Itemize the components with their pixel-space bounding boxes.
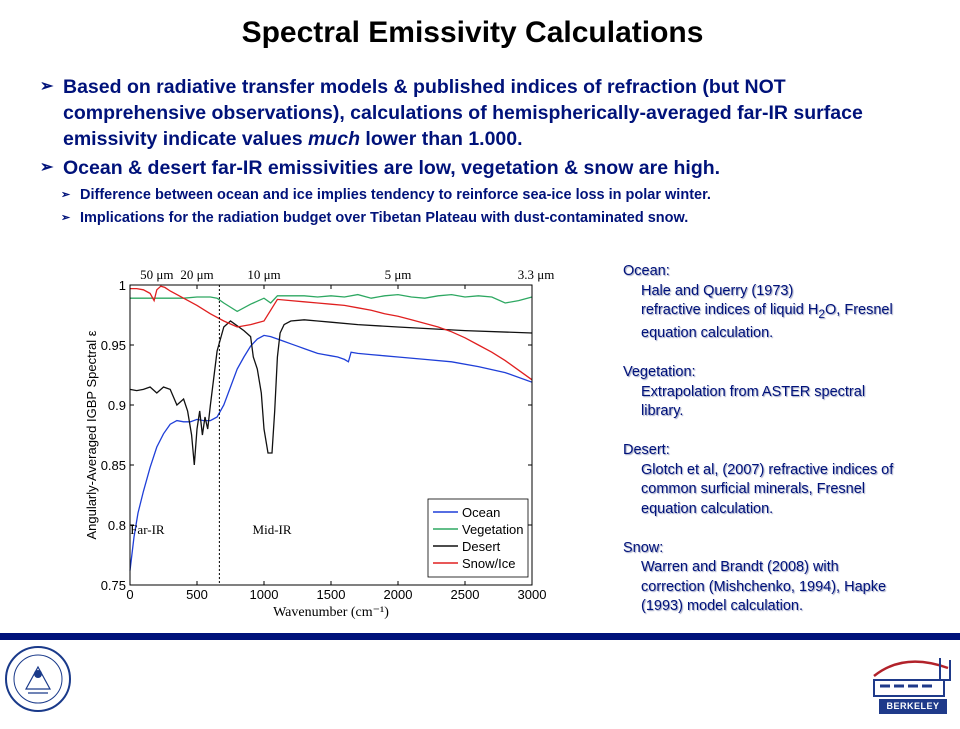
berkeley-lab-logo (873, 658, 951, 697)
ref-snow-line2: correction (Mishchenko, 1994), Hapke (641, 578, 887, 595)
top-axis-label: 3.3 μm (518, 267, 555, 282)
x-tick-label: 1000 (250, 587, 279, 602)
ref-desert-line3: equation calculation. (641, 500, 774, 517)
region-label: Far-IR (130, 522, 165, 537)
top-axis-label: 5 μm (385, 267, 412, 282)
legend-label: Desert (462, 539, 501, 554)
x-tick-label: 1500 (317, 587, 346, 602)
bullet-1: ➢ Based on radiative transfer models & p… (40, 74, 930, 152)
x-tick-label: 0 (126, 587, 133, 602)
ref-ocean-heading: Ocean: (623, 263, 670, 279)
sub-bullet-1: ➢ Difference between ocean and ice impli… (40, 184, 930, 207)
ref-ocean-line2: refractive indices of liquid H2O, Fresne… (623, 301, 953, 324)
y-tick-label: 0.95 (101, 338, 126, 353)
ref-ocean-line2-sub: 2 (818, 306, 826, 321)
ref-ocean-line3: equation calculation. (641, 325, 774, 342)
ref-snow-line3: (1993) model calculation. (641, 598, 804, 615)
x-tick-label: 500 (186, 587, 208, 602)
ref-ocean-line2-pre: refractive indices of liquid H (641, 302, 819, 318)
bullet-arrow-icon: ➢ (40, 78, 54, 95)
sub-bullet-arrow-icon: ➢ (61, 212, 71, 224)
ref-snow-heading: Snow: (623, 539, 664, 556)
y-tick-label: 0.9 (108, 398, 126, 413)
series-line-desert (129, 319, 533, 466)
ref-ocean: Ocean: Hale and Querry (1973) refractive… (623, 262, 953, 344)
legend-label: Snow/Ice (462, 556, 515, 571)
y-tick-label: 1 (119, 278, 126, 293)
ref-snow: Snow: Warren and Brandt (2008) with corr… (623, 539, 953, 617)
ref-vegetation-line2: library. (641, 403, 684, 420)
ref-desert: Desert: Glotch et al, (2007) refractive … (623, 441, 953, 519)
bullet-1-text-b: lower than 1.000. (359, 128, 523, 150)
slide-title: Spectral Emissivity Calculations (241, 16, 704, 49)
series-line-snow-ice (130, 285, 533, 381)
x-tick-label: 2000 (384, 587, 413, 602)
bullet-1-text-a: Based on radiative transfer models & pub… (63, 76, 863, 150)
top-axis-label: 20 μm (180, 267, 213, 282)
legend-label: Ocean (462, 505, 500, 520)
ref-ocean-line1: Hale and Querry (1973) (641, 282, 794, 299)
legend-label: Vegetation (462, 522, 523, 537)
bullet-arrow-icon: ➢ (40, 159, 54, 176)
ref-vegetation-heading: Vegetation: (623, 364, 696, 381)
ref-vegetation: Vegetation: Extrapolation from ASTER spe… (623, 363, 953, 422)
ref-snow-line1: Warren and Brandt (2008) with (641, 559, 839, 576)
bullet-2: ➢ Ocean & desert far-IR emissivities are… (40, 155, 930, 181)
sub-bullet-1-text: Difference between ocean and ice implies… (80, 187, 711, 203)
footer-bar (0, 633, 960, 640)
y-tick-label: 0.8 (108, 518, 126, 533)
ref-desert-line2: common surficial minerals, Fresnel (641, 481, 866, 498)
x-axis-label: Wavenumber (cm⁻¹) (273, 605, 389, 620)
ref-ocean-line2-post: O, Fresnel (825, 302, 893, 318)
series-line-vegetation (130, 293, 533, 313)
y-axis-label: Angularly-Averaged IGBP Spectral ε (84, 330, 99, 539)
bullet-2-text: Ocean & desert far-IR emissivities are l… (63, 157, 721, 179)
region-label: Mid-IR (253, 522, 292, 537)
top-axis-label: 50 μm (140, 267, 173, 282)
emissivity-chart-svg: 0 500 1000 1500 2000 2500 3000 0.75 0.8 0.85 0.9 0.… (84, 267, 555, 620)
uc-seal-logo (5, 646, 71, 712)
series-line-ocean (129, 334, 533, 571)
ref-desert-line1: Glotch et al, (2007) refractive indices … (641, 461, 894, 478)
ref-desert-heading: Desert: (623, 442, 670, 459)
references-panel: Ocean: Hale and Querry (1973) refractive… (623, 262, 953, 636)
x-tick-label: 2500 (451, 587, 480, 602)
ref-vegetation-line1: Extrapolation from ASTER spectral (641, 383, 866, 400)
sub-bullet-2-text: Implications for the radiation budget ov… (80, 210, 689, 226)
emissivity-chart: 0 500 1000 1500 2000 2500 3000 0.75 0.8 0.85 0.9 0.… (80, 262, 580, 625)
sub-bullet-2: ➢ Implications for the radiation budget … (40, 207, 930, 230)
sub-bullet-arrow-icon: ➢ (61, 189, 71, 201)
top-axis-label: 10 μm (247, 267, 280, 282)
y-tick-label: 0.85 (101, 458, 126, 473)
bullet-list: ➢ Based on radiative transfer models & p… (40, 74, 930, 230)
x-tick-label: 3000 (518, 587, 547, 602)
y-tick-label: 0.75 (101, 578, 126, 593)
bullet-1-emphasis: much (307, 128, 360, 150)
berkeley-lab-label: BERKELEY LAB (879, 699, 947, 726)
